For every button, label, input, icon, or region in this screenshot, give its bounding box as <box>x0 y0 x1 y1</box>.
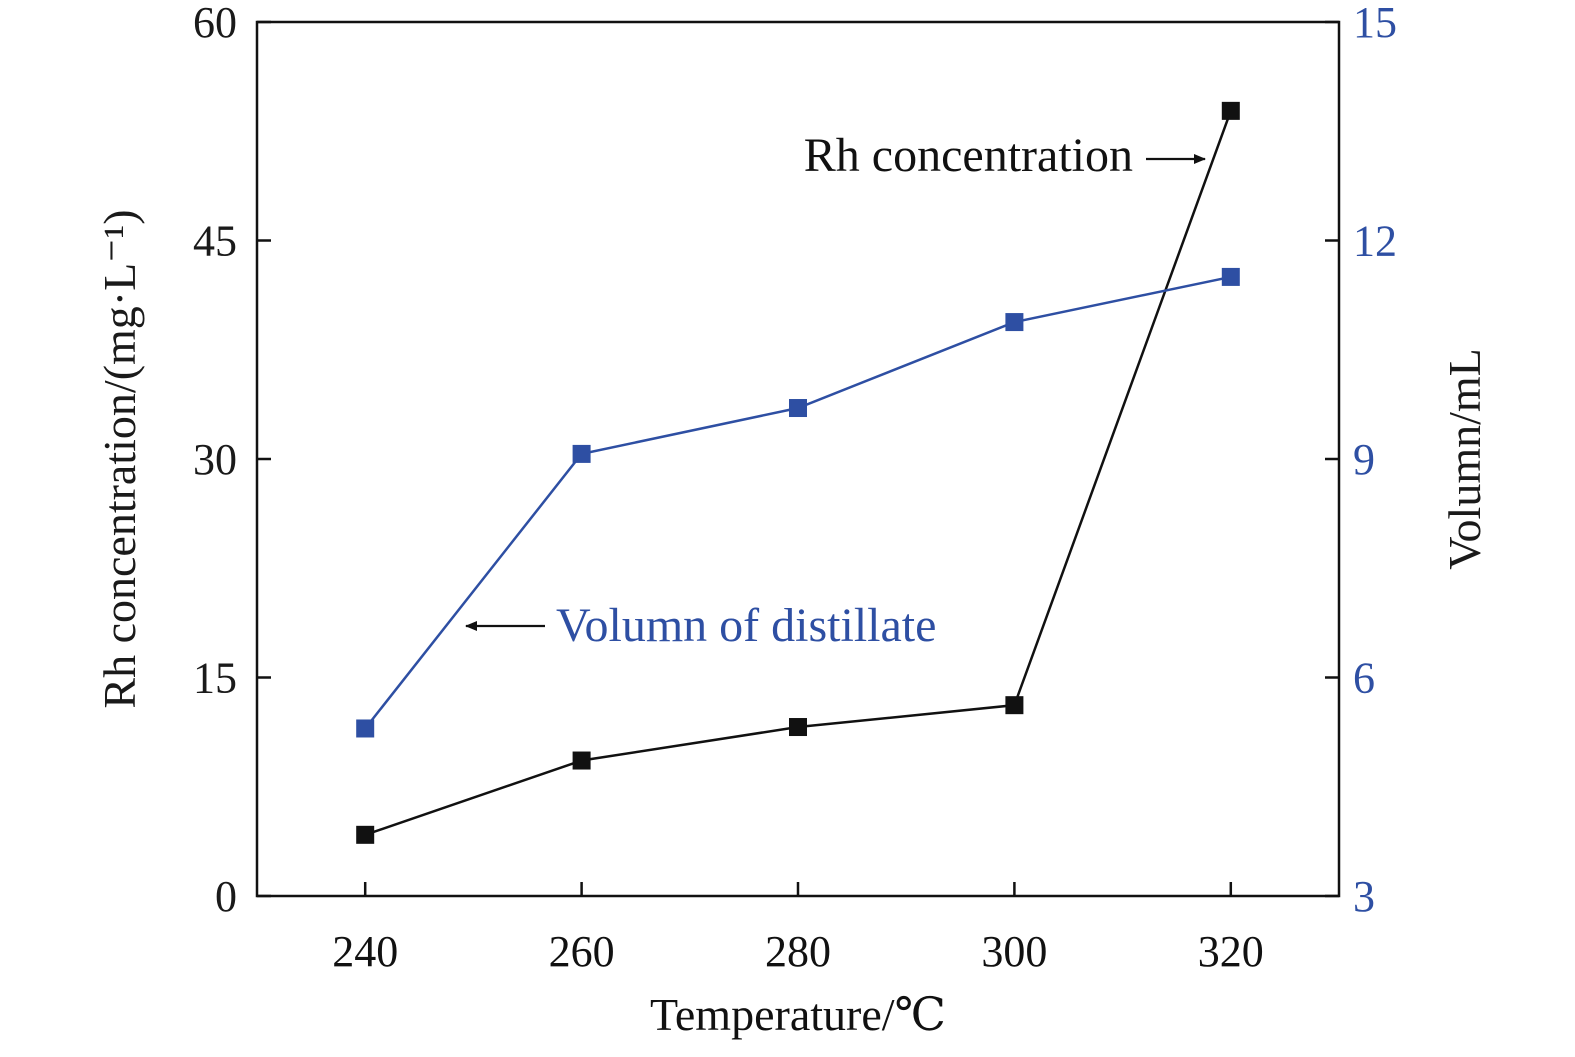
right-y-tick-label: 9 <box>1353 435 1375 484</box>
right-y-axis-title: Volumn/mL <box>1439 348 1490 570</box>
series-1-point <box>1005 696 1024 715</box>
series-2-point <box>356 719 375 738</box>
right-y-tick-label: 12 <box>1353 217 1397 266</box>
right-y-axis-ticks: 3 6 9 12 15 <box>1325 0 1397 921</box>
left-y-tick-label: 30 <box>193 435 237 484</box>
series-1-point <box>572 751 591 770</box>
right-y-tick-label: 15 <box>1353 0 1397 47</box>
left-y-tick-label: 60 <box>193 0 237 47</box>
x-tick-label: 280 <box>765 927 831 976</box>
left-y-tick-label: 45 <box>193 217 237 266</box>
rh-concentration-annotation: Rh concentration <box>804 129 1133 182</box>
series-layer <box>356 101 1240 844</box>
right-y-tick-label: 6 <box>1353 654 1375 703</box>
series-line-2 <box>364 275 1232 730</box>
series-2-point <box>1221 267 1240 286</box>
series-1-point <box>1221 101 1240 120</box>
left-y-axis-title: Rh concentration/(mg·L⁻¹) <box>94 209 145 708</box>
series-2-point <box>572 444 591 463</box>
x-tick-label: 240 <box>332 927 398 976</box>
left-y-tick-label: 0 <box>215 872 237 921</box>
x-tick-label: 320 <box>1198 927 1264 976</box>
series-2-point <box>789 399 807 418</box>
x-tick-label: 260 <box>549 927 615 976</box>
annotation-layer: Rh concentration Volumn of distillate <box>465 129 1206 652</box>
series-1-point <box>789 718 807 737</box>
series-2-point <box>1005 313 1024 332</box>
x-tick-label: 300 <box>981 927 1047 976</box>
x-axis-ticks: 240 260 280 300 320 <box>332 882 1264 976</box>
series-1-point <box>356 825 375 844</box>
left-y-tick-label: 15 <box>193 654 237 703</box>
right-y-tick-label: 3 <box>1353 872 1375 921</box>
volumn-of-distillate-annotation: Volumn of distillate <box>556 599 936 652</box>
left-y-axis-ticks: 0 15 30 45 60 <box>193 0 271 921</box>
x-axis-title: Temperature/℃ <box>650 989 946 1040</box>
plot-frame <box>255 20 1341 898</box>
